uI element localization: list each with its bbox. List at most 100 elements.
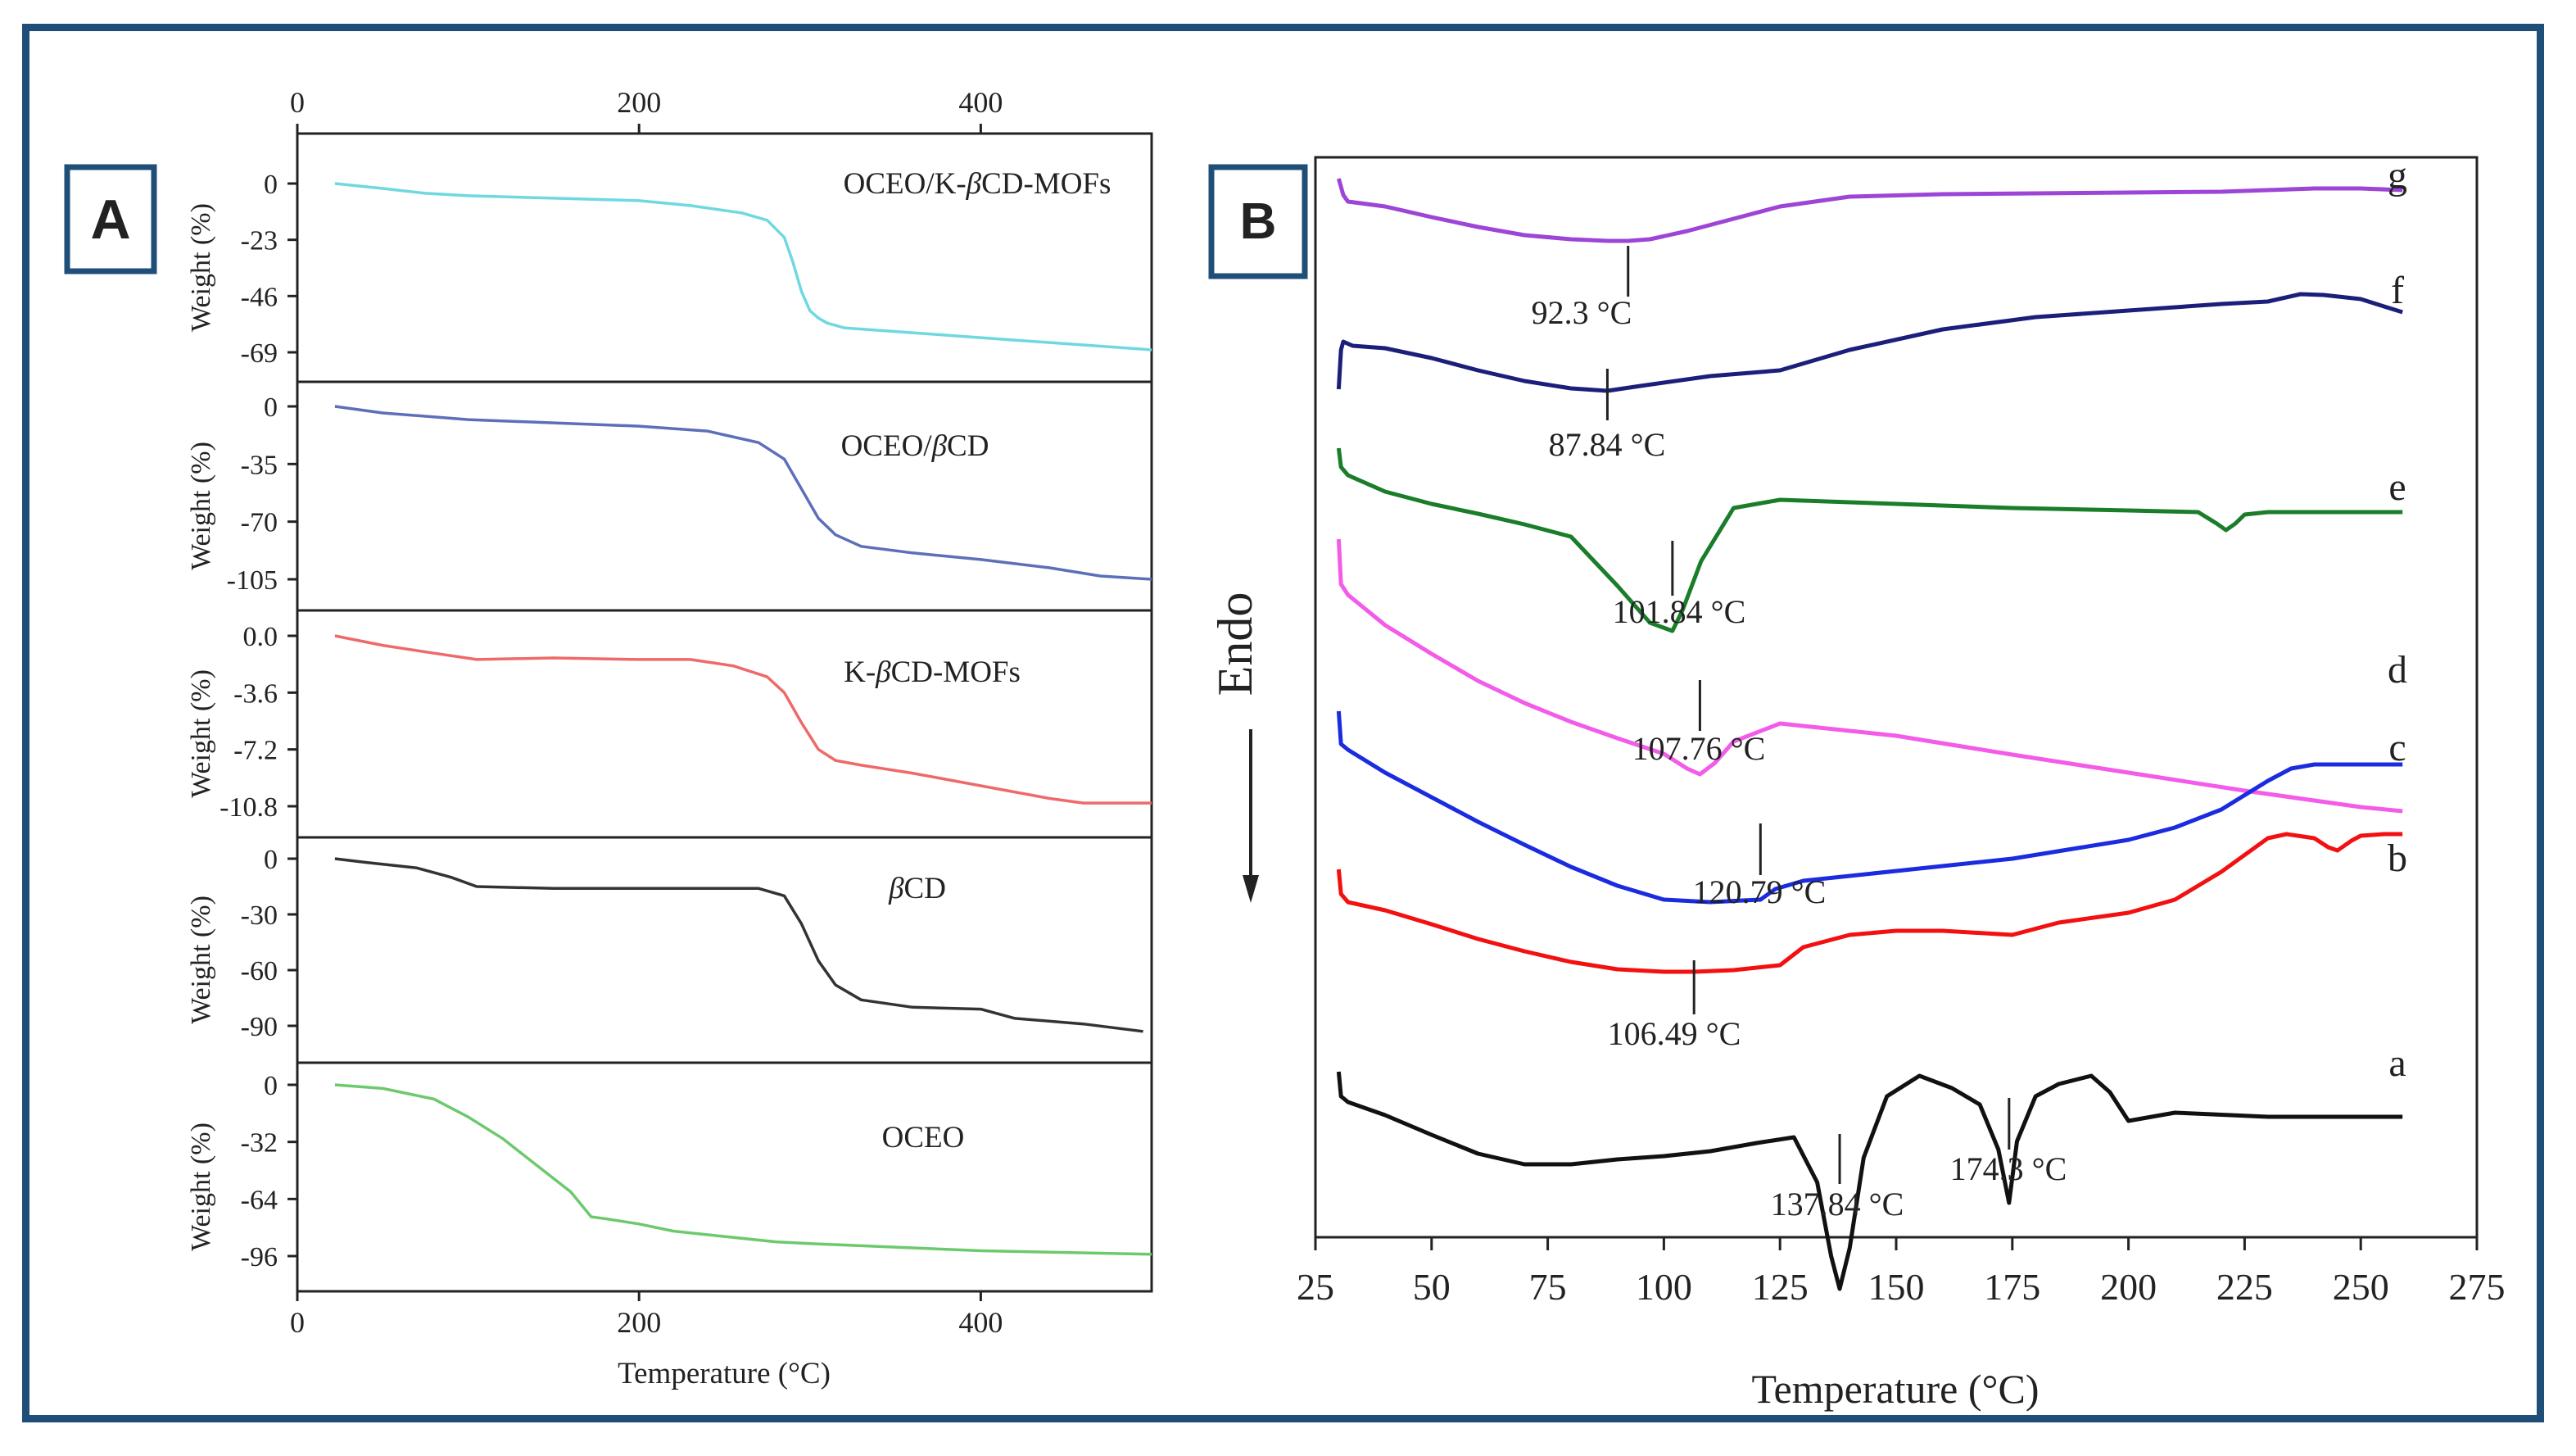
panel-a-top-ticks: 0 200 400 [290,86,1003,134]
panel-a-bottom-tick-label-200: 200 [617,1306,661,1339]
panel-b-curves: g 92.3 °C f 87.84 °C e 101.84 °C d 107.76 °C c 12… [1336,154,2407,1291]
panel-b-series-b: b 106.49 °C [1336,832,2407,1052]
figure-border [22,24,2544,1422]
panel-b-tick-label-150: 150 [1868,1266,1925,1308]
panel-a-y-tick-label: -46 [241,282,278,312]
panel-b-series-a: a 137.84 °C 174.3 °C [1336,1041,2406,1291]
panel-a-y-axis-label: Weight (%) [186,442,216,570]
panel-a-series-label-oceo-k-cd-mofs: OCEO/K-βCD-MOFs [844,167,1111,201]
panel-b-y-axis-label: Endo [1208,592,1262,696]
panel-b-frame [1314,156,2479,1239]
panel-b-peak-label-g: 92.3 °C [1532,294,1632,331]
panel-a-subplot-oceo-cd: 0 -35 -70 -105 Weight (%) OCEO/βCD [186,380,1152,596]
panel-a-top-tick-label-400: 400 [958,86,1003,119]
panel-b-curve-c [1336,710,2403,905]
panel-b-curve-a [1336,1071,2403,1291]
panel-a-y-axis-label: Weight (%) [186,203,216,332]
panel-b-curve-b [1336,832,2403,974]
panel-a-series-label-cd: βCD [888,872,946,905]
panel-a-subplots: 0 -23 -46 -69 Weight (%) OCEO/K-βCD-MOFs 0 -35 -… [186,167,1152,1272]
panel-a-top-tick-label-0: 0 [290,86,305,119]
panel-a-bottom-ticks: 0 200 400 [290,1291,1003,1339]
panel-a-y-tick-label: -90 [241,1012,278,1042]
panel-a-curve-oceo [334,1083,1152,1256]
panel-a-series-label-k-cd-mofs: K-βCD-MOFs [844,655,1021,689]
panel-b-curve-letter-b: b [2388,837,2407,880]
panel-a-curve-k-cd-mofs [334,634,1152,805]
panel-a-y-tick-label: -23 [241,226,278,256]
panel-b-peak-label-e: 101.84 °C [1613,593,1746,630]
panel-a-bottom-tick-label-0: 0 [290,1306,305,1339]
panel-a-curve-oceo-cd [334,405,1152,581]
panel-a-y-tick-label: 0 [264,845,278,875]
panel-a: 0 200 400 0 200 400 0 -23 -46 -69 Weight (%) OCEO… [64,86,1153,1390]
panel-b-tick-label-25: 25 [1297,1266,1334,1308]
panel-b-curve-letter-c: c [2388,726,2406,769]
panel-a-y-tick-label: 0 [264,170,278,200]
panel-b-curve-e [1336,447,2403,633]
panel-b-series-e: e 101.84 °C [1336,447,2406,633]
panel-b-tick-label-75: 75 [1529,1266,1567,1308]
panel-a-y-tick-label: -70 [241,508,278,538]
panel-a-y-axis-label: Weight (%) [186,669,216,798]
panel-a-curve-cd [334,857,1143,1033]
panel-a-y-tick-label: -60 [241,956,278,987]
panel-b-curve-d [1336,538,2403,814]
panel-a-bottom-tick-label-400: 400 [958,1306,1003,1339]
panel-b-curve-letter-d: d [2388,648,2407,692]
panel-b-tick-label-125: 125 [1752,1266,1809,1308]
panel-a-y-tick-label: 0.0 [243,622,278,652]
panel-b-x-ticks: 25 50 75 100 125 150 175 200 225 250 275 [1297,1237,2506,1308]
panel-a-y-tick-label: -64 [241,1185,278,1215]
panel-b-peak-label-a-2: 174.3 °C [1950,1150,2067,1187]
panel-b-tick-label-50: 50 [1413,1266,1451,1308]
panel-a-y-tick-label: -69 [241,338,278,369]
panel-b-series-f: f 87.84 °C [1336,269,2404,463]
panel-a-subplot-cd: 0 -30 -60 -90 Weight (%) βCD [186,836,1152,1042]
panel-a-y-tick-label: -105 [227,565,278,596]
panel-b-tick-label-225: 225 [2216,1266,2273,1308]
panel-a-y-tick-label: -35 [241,450,278,480]
panel-b-curve-letter-g: g [2388,154,2407,197]
panel-b-curve-letter-a: a [2388,1041,2406,1085]
panel-a-top-tick-label-200: 200 [617,86,661,119]
panel-b-curve-letter-f: f [2391,269,2404,312]
panel-a-label: A [90,188,130,251]
panel-b-peak-label-a-1: 137.84 °C [1771,1186,1904,1222]
panel-b-peak-label-c: 120.79 °C [1693,873,1827,910]
panel-a-curve-oceo-k-cd-mofs [334,182,1152,352]
panel-b-series-c: c 120.79 °C [1336,710,2406,910]
panel-a-frame [296,132,1153,1293]
panel-b-tick-label-250: 250 [2333,1266,2389,1308]
panel-b-x-axis-label: Temperature (°C) [1751,1366,2039,1412]
panel-b-curve-g [1336,178,2403,243]
panel-a-y-tick-label: -3.6 [233,678,278,709]
panel-b-tick-label-175: 175 [1984,1266,2040,1308]
panel-b-peak-label-b: 106.49 °C [1608,1015,1741,1052]
panel-b-tick-label-275: 275 [2449,1266,2506,1308]
endo-arrow-head [1243,875,1259,903]
panel-a-y-tick-label: 0 [264,392,278,423]
panel-b-tick-label-100: 100 [1636,1266,1692,1308]
panel-a-y-tick-label: -32 [241,1128,278,1159]
panel-a-series-label-oceo: OCEO [882,1121,965,1154]
panel-a-y-axis-label: Weight (%) [186,896,216,1024]
panel-a-subplot-oceo-k-cd-mofs: 0 -23 -46 -69 Weight (%) OCEO/K-βCD-MOFs [186,167,1152,369]
panel-a-y-tick-label: -7.2 [233,736,278,766]
panel-a-label-box [64,164,157,274]
panel-a-series-label-oceo-cd: OCEO/βCD [841,429,989,463]
panel-b-tick-label-200: 200 [2100,1266,2157,1308]
panel-a-x-axis-label: Temperature (°C) [618,1357,831,1390]
panel-b-label: B [1240,193,1277,250]
panel-a-y-axis-label: Weight (%) [186,1123,216,1251]
panel-b-series-d: d 107.76 °C [1336,538,2407,814]
panel-b-label-box [1208,164,1308,279]
panel-a-y-tick-label: 0 [264,1071,278,1101]
panel-b-curve-f [1336,292,2403,393]
panel-a-y-tick-label: -10.8 [220,792,278,823]
panel-b-curve-letter-e: e [2388,465,2406,509]
panel-a-subplot-oceo: 0 -32 -64 -96 Weight (%) OCEO [186,1061,1152,1272]
panel-a-y-tick-label: -96 [241,1242,278,1272]
